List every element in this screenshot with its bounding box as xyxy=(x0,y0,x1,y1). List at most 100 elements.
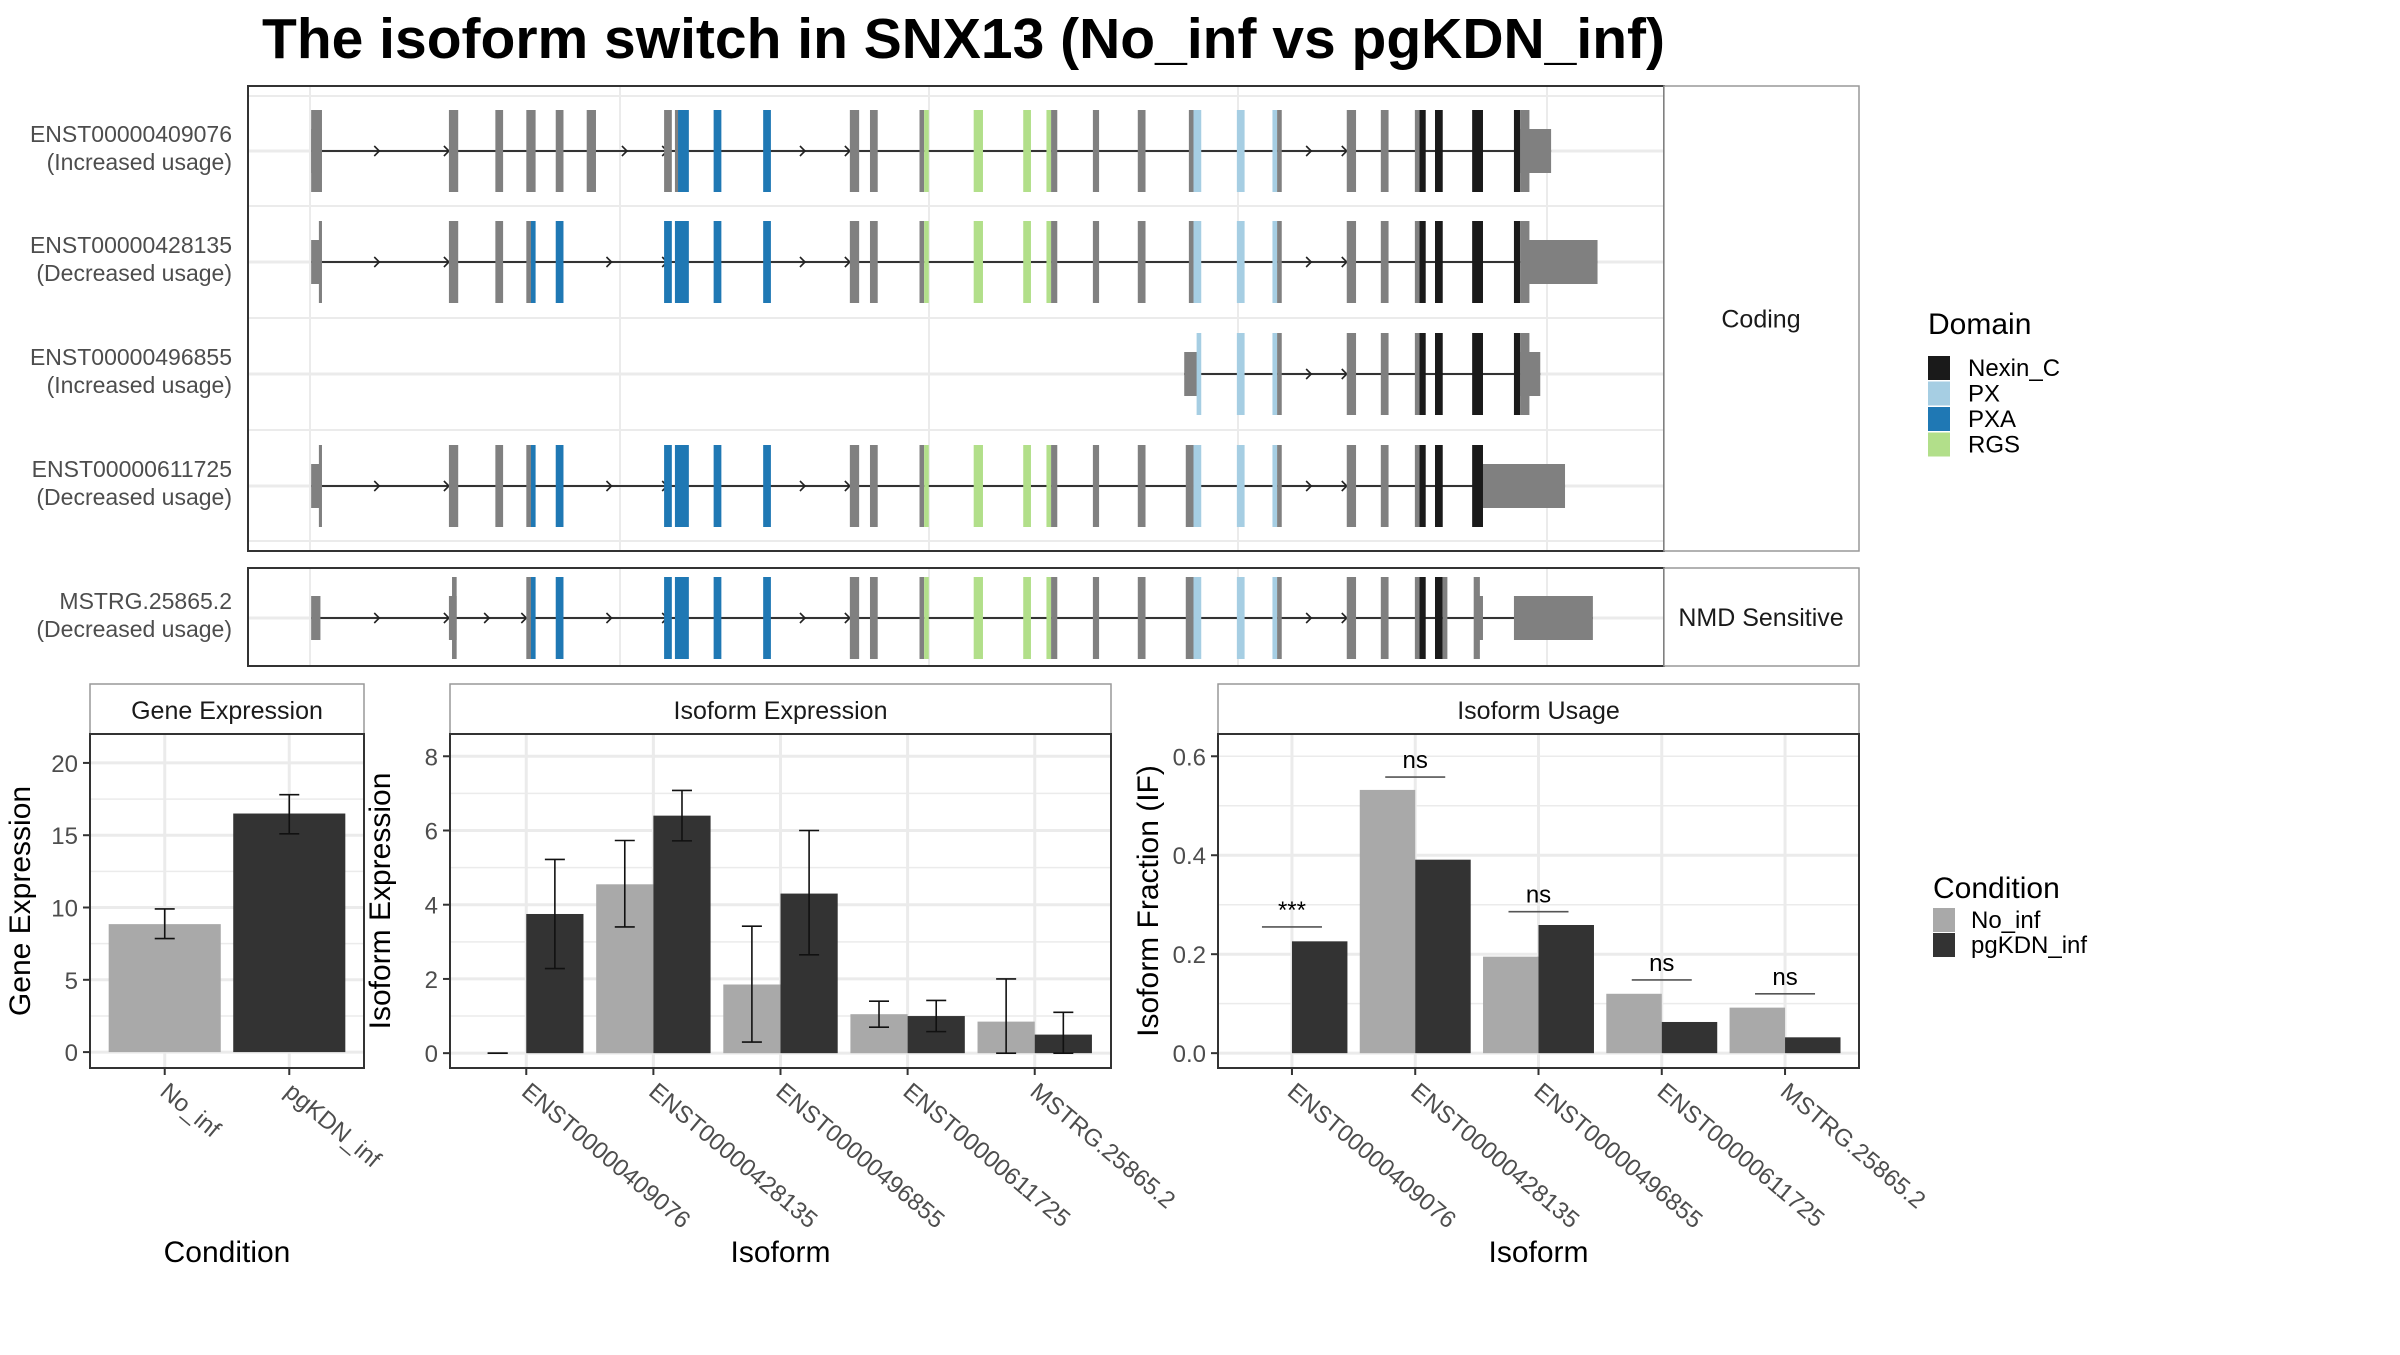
exon-domain-PX xyxy=(1193,445,1202,527)
exon xyxy=(1520,333,1530,415)
direction-arrow xyxy=(799,256,807,268)
panel-border xyxy=(89,733,365,1069)
exon-domain-Nexin_C xyxy=(1434,445,1443,527)
exon xyxy=(919,445,925,527)
exon-domain-PX xyxy=(1196,333,1202,415)
exon-domain-PX xyxy=(1272,577,1278,659)
exon-domain-PXA xyxy=(664,445,672,527)
exon xyxy=(1277,577,1282,659)
x-tick-label: pgKDN_inf xyxy=(279,1078,386,1174)
y-tick-label: 0.2 xyxy=(1173,942,1206,969)
transcript-ENST00000496855: ENST00000496855(Increased usage) xyxy=(30,333,1541,415)
exon-domain-RGS xyxy=(924,577,929,659)
direction-arrow xyxy=(605,480,613,492)
exon xyxy=(1277,110,1282,192)
exon-domain-RGS xyxy=(973,221,983,303)
exon-domain-Nexin_C xyxy=(1472,333,1483,415)
exon-domain-RGS xyxy=(1023,110,1031,192)
exon xyxy=(1346,333,1357,415)
exon-domain-PX xyxy=(1272,445,1278,527)
exon-domain-PXA xyxy=(664,221,672,303)
exon-domain-Nexin_C xyxy=(1472,445,1483,527)
exon-domain-Nexin_C xyxy=(1472,221,1483,303)
direction-arrow xyxy=(373,480,381,492)
exon xyxy=(526,577,531,659)
exon-domain-PXA xyxy=(763,445,771,527)
exon xyxy=(448,445,459,527)
exon-domain-RGS xyxy=(1046,221,1052,303)
bar xyxy=(1729,1007,1786,1054)
exon xyxy=(1380,110,1389,192)
exon-domain-PXA xyxy=(530,577,536,659)
legend-swatch-No_inf xyxy=(1933,908,1955,932)
exon xyxy=(1380,577,1389,659)
y-tick-label: 15 xyxy=(51,823,78,850)
y-axis-title: Gene Expression xyxy=(4,786,37,1016)
exon xyxy=(1520,110,1530,192)
exon-domain-PX xyxy=(1236,445,1245,527)
exon xyxy=(1414,577,1420,659)
direction-arrow xyxy=(1305,612,1313,624)
exon-domain-RGS xyxy=(924,221,929,303)
significance-label: ns xyxy=(1772,964,1797,991)
exon xyxy=(1380,221,1389,303)
exon xyxy=(318,445,322,527)
x-axis-title: Isoform xyxy=(730,1236,830,1269)
exon xyxy=(664,110,672,192)
transcript-MSTRG.25865.2: MSTRG.25865.2(Decreased usage) xyxy=(36,577,1593,659)
utr-exon xyxy=(311,464,321,508)
transcript-usage-label: (Decreased usage) xyxy=(36,484,232,510)
exon xyxy=(1188,221,1194,303)
x-axis-title: Condition xyxy=(164,1236,291,1269)
exon xyxy=(1092,577,1100,659)
facet-strip xyxy=(1663,85,1860,552)
bar xyxy=(1359,789,1416,1054)
significance-label: ns xyxy=(1403,747,1428,774)
exon-domain-Nexin_C xyxy=(1434,221,1443,303)
direction-arrow xyxy=(799,145,807,157)
chart-isoform-expression: Isoform Expression02468ENST00000409076EN… xyxy=(364,683,1180,1269)
exon-domain-RGS xyxy=(1046,577,1052,659)
exon-domain-PXA xyxy=(763,577,771,659)
utr-exon xyxy=(311,596,321,640)
exon-domain-Nexin_C xyxy=(1513,221,1521,303)
exon-domain-Nexin_C xyxy=(1419,445,1426,527)
exon xyxy=(849,445,860,527)
exon-domain-Nexin_C xyxy=(1419,333,1426,415)
legend-label-Nexin_C: Nexin_C xyxy=(1968,355,2060,382)
exon xyxy=(1414,110,1420,192)
exon-domain-Nexin_C xyxy=(1472,110,1483,192)
exon xyxy=(919,110,925,192)
exon-domain-RGS xyxy=(1023,577,1031,659)
direction-arrow xyxy=(373,256,381,268)
legend-label-PX: PX xyxy=(1968,381,2000,408)
exon xyxy=(1414,445,1420,527)
exon xyxy=(849,221,860,303)
exon xyxy=(1414,221,1420,303)
bar xyxy=(1661,1021,1718,1054)
exon-domain-PX xyxy=(1236,333,1245,415)
facet-strip xyxy=(1663,567,1860,667)
exon xyxy=(526,221,531,303)
bar xyxy=(653,815,711,1054)
exon-domain-Nexin_C xyxy=(1419,577,1426,659)
y-tick-label: 20 xyxy=(51,751,78,778)
direction-arrow xyxy=(373,612,381,624)
direction-arrow xyxy=(1305,145,1313,157)
chart-isoform-usage: Isoform Usage***nsnsnsns0.00.20.40.6ENST… xyxy=(1132,683,1930,1269)
direction-arrow xyxy=(605,256,613,268)
exon-domain-PX xyxy=(1272,110,1278,192)
exon-domain-PXA xyxy=(530,445,536,527)
exon xyxy=(311,110,322,192)
exon-domain-RGS xyxy=(973,445,983,527)
exon-domain-Nexin_C xyxy=(1434,577,1443,659)
exon-domain-Nexin_C xyxy=(1434,110,1443,192)
exon xyxy=(1442,577,1448,659)
exon xyxy=(1380,333,1389,415)
y-tick-label: 4 xyxy=(425,893,438,920)
exon xyxy=(849,110,860,192)
y-tick-label: 6 xyxy=(425,818,438,845)
exon xyxy=(1051,445,1058,527)
chart-title: Isoform Expression xyxy=(674,697,888,725)
